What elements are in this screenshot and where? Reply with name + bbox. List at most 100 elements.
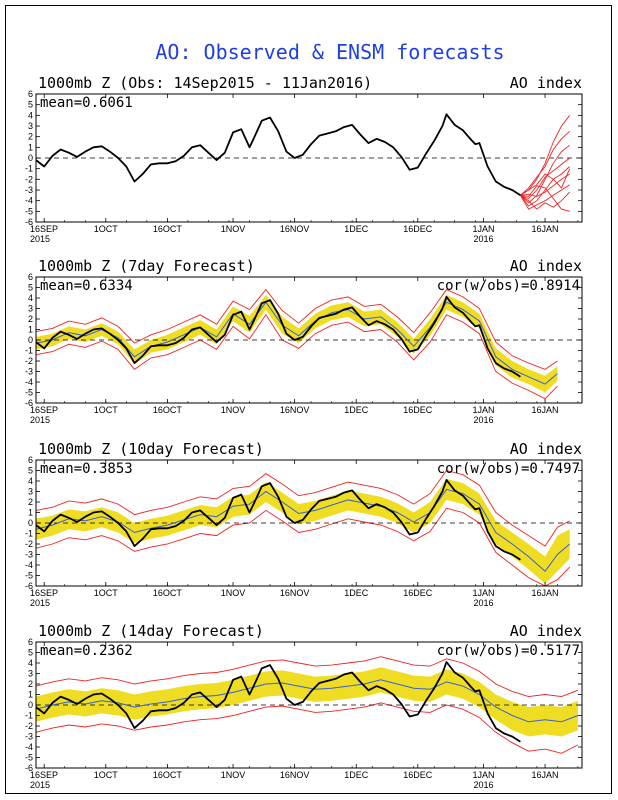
y-tick-label: 0 (28, 700, 33, 710)
panel-2: 1000mb Z (7day Forecast) AO index6543210-… (25, 257, 583, 425)
ensemble-mean-line (36, 301, 558, 385)
y-tick-label: -3 (25, 732, 33, 742)
x-tick-label: 1JAN (472, 224, 494, 234)
x-tick-label: 16OCT (153, 588, 183, 598)
y-tick-label: -6 (25, 763, 33, 773)
y-tick-label: 3 (28, 304, 33, 314)
envelope-lower-line (36, 507, 571, 586)
x-tick-label: 16DEC (403, 588, 433, 598)
plot-area (36, 113, 582, 212)
y-tick-label: -2 (25, 174, 33, 184)
y-tick-label: 4 (28, 658, 33, 668)
y-tick-label: 0 (28, 153, 33, 163)
y-tick-label: 1 (28, 325, 33, 335)
x-tick-year-label: 2016 (473, 598, 493, 608)
y-tick-label: 3 (28, 121, 33, 131)
x-tick-label: 1JAN (472, 588, 494, 598)
y-tick-label: 0 (28, 335, 33, 345)
x-tick-label: 16SEP (30, 224, 58, 234)
ensemble-member-line-7 (520, 184, 570, 210)
y-tick-label: -4 (25, 196, 33, 206)
y-tick-label: 5 (28, 648, 33, 658)
figure-title: AO: Observed & ENSM forecasts (155, 40, 504, 64)
y-tick-label: 5 (28, 100, 33, 110)
y-tick-label: -1 (25, 164, 33, 174)
x-tick-year-label: 2016 (473, 415, 493, 425)
y-tick-label: -4 (25, 377, 33, 387)
y-tick-label: 6 (28, 455, 33, 465)
x-tick-label: 1NOV (221, 588, 246, 598)
y-tick-label: 1 (28, 508, 33, 518)
x-tick-year-label: 2016 (473, 780, 493, 790)
ensemble-member-line-5 (520, 166, 571, 207)
x-tick-year-label: 2015 (30, 234, 50, 244)
ensemble-mean-line (36, 488, 571, 573)
envelope-lower-line (36, 702, 579, 754)
y-tick-label: -2 (25, 539, 33, 549)
x-tick-label: 1OCT (94, 224, 119, 234)
panel-title: 1000mb Z (Obs: 14Sep2015 - 11Jan2016) (38, 74, 372, 92)
observed-line (36, 295, 521, 378)
spread-band (36, 478, 570, 584)
x-tick-label: 1DEC (344, 770, 369, 780)
panels: 1000mb Z (Obs: 14Sep2015 - 11Jan2016) AO … (25, 74, 583, 790)
y-tick-label: -3 (25, 550, 33, 560)
y-tick-label: -2 (25, 721, 33, 731)
y-tick-label: 5 (28, 283, 33, 293)
y-tick-label: -6 (25, 398, 33, 408)
panel-title: 1000mb Z (7day Forecast) (38, 257, 255, 275)
x-tick-label: 16NOV (280, 588, 310, 598)
y-tick-label: -4 (25, 742, 33, 752)
ensemble-member-line-3 (520, 144, 570, 204)
x-tick-label: 16JAN (532, 770, 559, 780)
x-tick-label: 16SEP (30, 770, 58, 780)
y-tick-label: -3 (25, 185, 33, 195)
x-tick-year-label: 2015 (30, 415, 50, 425)
x-tick-label: 16JAN (532, 588, 559, 598)
panel-1: 1000mb Z (Obs: 14Sep2015 - 11Jan2016) AO … (25, 74, 583, 244)
y-tick-label: -5 (25, 571, 33, 581)
x-tick-label: 16SEP (30, 405, 58, 415)
y-tick-label: -6 (25, 217, 33, 227)
y-tick-label: -1 (25, 711, 33, 721)
y-tick-label: 1 (28, 690, 33, 700)
observed-line (36, 661, 521, 743)
y-tick-label: 6 (28, 89, 33, 99)
x-tick-label: 1DEC (344, 405, 369, 415)
x-tick-label: 1JAN (472, 405, 494, 415)
x-tick-label: 1DEC (344, 224, 369, 234)
mean-label: mean=0.3853 (40, 461, 133, 477)
ensemble-member-line-2 (520, 130, 571, 196)
x-tick-label: 16DEC (403, 770, 433, 780)
y-tick-label: 4 (28, 476, 33, 486)
ensemble-member-line-6 (520, 173, 570, 197)
x-tick-label: 16NOV (280, 770, 310, 780)
x-tick-label: 1OCT (94, 588, 119, 598)
envelope-upper-line (36, 288, 558, 370)
x-tick-label: 16NOV (280, 224, 310, 234)
y-tick-label: -1 (25, 529, 33, 539)
y-tick-label: -4 (25, 560, 33, 570)
plot-area (36, 288, 582, 400)
correlation-label: cor(w/obs)=0.7497 (437, 461, 580, 477)
ensemble-member-line-4 (520, 157, 570, 200)
y-tick-label: 6 (28, 272, 33, 282)
panel-4: 1000mb Z (14day Forecast) AO index 6543210… (25, 622, 583, 790)
ensemble-mean-line (36, 679, 579, 723)
x-tick-label: 16OCT (153, 224, 183, 234)
y-tick-label: -6 (25, 581, 33, 591)
correlation-label: cor(w/obs)=0.5177 (437, 643, 580, 659)
x-tick-label: 16SEP (30, 588, 58, 598)
x-tick-year-label: 2015 (30, 780, 50, 790)
x-tick-label: 16JAN (532, 224, 559, 234)
x-tick-label: 1JAN (472, 770, 494, 780)
x-tick-label: 1OCT (94, 405, 119, 415)
y-tick-label: -3 (25, 367, 33, 377)
y-tick-label: -2 (25, 356, 33, 366)
plot-area (36, 469, 582, 586)
envelope-upper-line (36, 656, 579, 698)
y-tick-label: -5 (25, 753, 33, 763)
y-tick-label: 4 (28, 110, 33, 120)
mean-label: mean=0.6061 (40, 95, 133, 111)
x-tick-label: 16OCT (153, 405, 183, 415)
